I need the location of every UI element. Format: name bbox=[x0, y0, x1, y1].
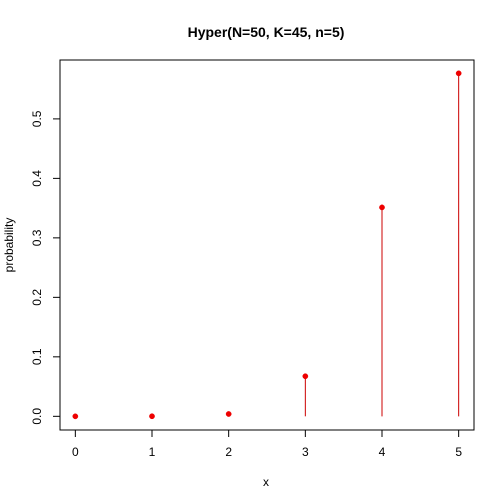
y-tick-label: 0.4 bbox=[30, 170, 44, 187]
x-tick-label: 2 bbox=[225, 445, 232, 459]
x-axis: 0 1 2 3 4 5 bbox=[72, 429, 462, 459]
x-tick-label: 3 bbox=[302, 445, 309, 459]
y-tick-label: 0.1 bbox=[30, 348, 44, 365]
y-tick-label: 0.3 bbox=[30, 229, 44, 246]
data-points bbox=[72, 70, 462, 420]
data-point-x0 bbox=[72, 413, 79, 420]
x-tick-label: 4 bbox=[379, 445, 386, 459]
x-tick-label: 0 bbox=[72, 445, 79, 459]
data-point-x3 bbox=[302, 373, 309, 380]
x-axis-label: x bbox=[263, 475, 269, 489]
y-tick-label: 0.2 bbox=[30, 289, 44, 306]
y-tick-label: 0.0 bbox=[30, 408, 44, 425]
x-tick-label: 1 bbox=[149, 445, 156, 459]
data-point-x4 bbox=[379, 204, 385, 211]
y-axis: 0.0 0.1 0.2 0.3 0.4 0.5 bbox=[30, 110, 61, 425]
data-point-x2 bbox=[225, 411, 232, 417]
data-point-x1 bbox=[149, 413, 155, 420]
chart-title: Hyper(N=50, K=45, n=5) bbox=[188, 24, 345, 40]
stem-lines bbox=[74, 73, 460, 417]
x-tick-label: 5 bbox=[455, 445, 462, 459]
y-axis-label: probability bbox=[2, 218, 16, 273]
data-point-x5 bbox=[455, 70, 462, 77]
y-tick-label: 0.5 bbox=[30, 110, 44, 127]
